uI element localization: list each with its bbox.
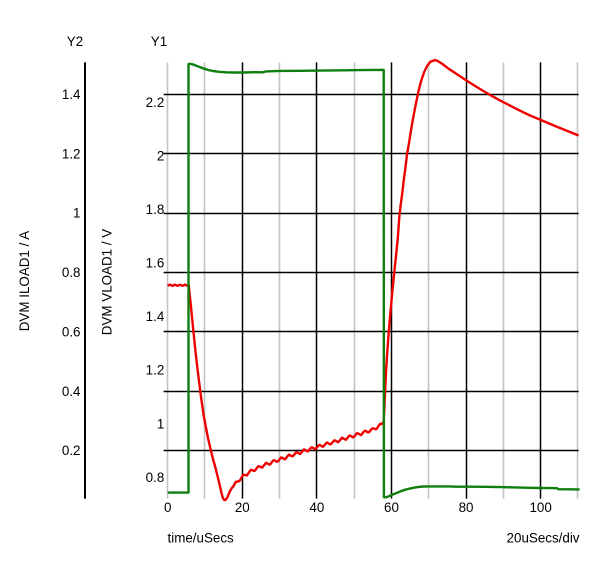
svg-text:1.4: 1.4 bbox=[146, 309, 165, 324]
svg-text:1.2: 1.2 bbox=[62, 146, 81, 161]
svg-text:20uSecs/div: 20uSecs/div bbox=[507, 531, 580, 546]
svg-text:DVM VLOAD1 / V: DVM VLOAD1 / V bbox=[100, 229, 115, 335]
svg-text:time/uSecs: time/uSecs bbox=[168, 531, 235, 546]
svg-text:2.2: 2.2 bbox=[146, 95, 165, 110]
svg-text:0.6: 0.6 bbox=[62, 324, 81, 339]
svg-text:0.2: 0.2 bbox=[62, 443, 81, 458]
svg-text:60: 60 bbox=[384, 500, 399, 515]
svg-text:1.8: 1.8 bbox=[146, 202, 165, 217]
svg-text:0.8: 0.8 bbox=[146, 470, 165, 485]
svg-text:80: 80 bbox=[459, 500, 474, 515]
svg-text:100: 100 bbox=[529, 500, 551, 515]
svg-text:40: 40 bbox=[309, 500, 324, 515]
svg-text:20: 20 bbox=[235, 500, 250, 515]
svg-text:0.4: 0.4 bbox=[62, 384, 81, 399]
svg-text:0.8: 0.8 bbox=[62, 265, 81, 280]
svg-text:Y1: Y1 bbox=[151, 34, 167, 49]
svg-text:2: 2 bbox=[157, 148, 164, 163]
svg-text:0: 0 bbox=[164, 500, 171, 515]
svg-text:1.2: 1.2 bbox=[146, 363, 165, 378]
svg-text:1.4: 1.4 bbox=[62, 87, 81, 102]
svg-text:1: 1 bbox=[73, 206, 80, 221]
svg-text:1.6: 1.6 bbox=[146, 256, 165, 271]
svg-text:Y2: Y2 bbox=[67, 34, 83, 49]
svg-text:DVM ILOAD1 / A: DVM ILOAD1 / A bbox=[17, 231, 32, 332]
svg-text:1: 1 bbox=[157, 416, 164, 431]
